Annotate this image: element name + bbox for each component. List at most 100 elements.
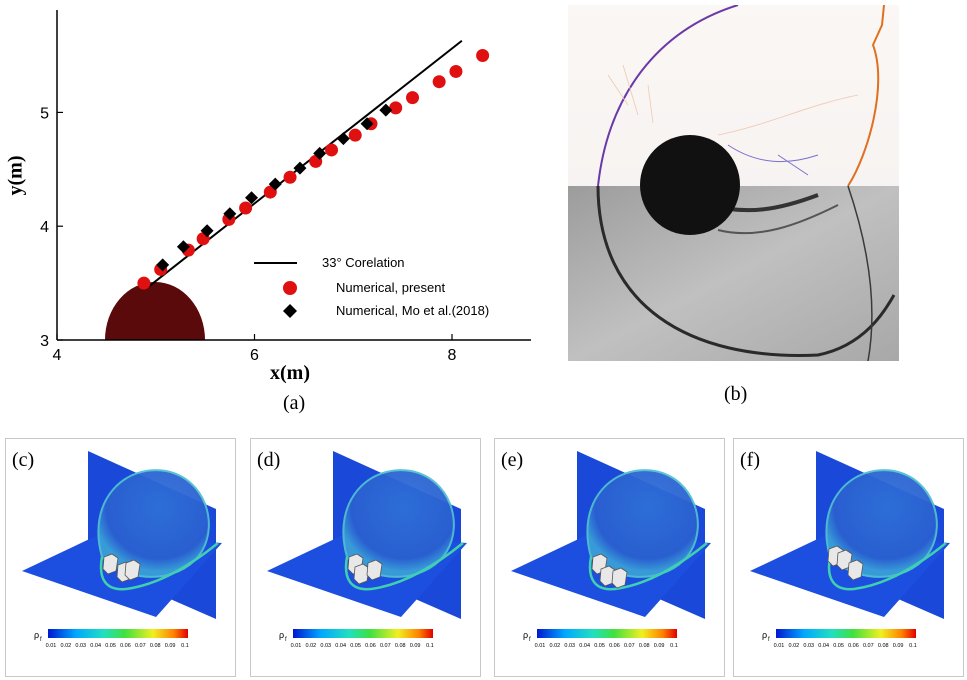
- shock-image-panel-b: [568, 5, 899, 361]
- mo-point: [245, 191, 259, 205]
- colorbar-tick-label: 0.06: [609, 643, 620, 649]
- colorbar-tick-label: 0.05: [594, 643, 605, 649]
- particle-block: [102, 553, 119, 575]
- x-tick-label: 6: [250, 347, 259, 364]
- colorbar: [537, 629, 677, 638]
- colorbar-subscript: f: [40, 637, 42, 643]
- mo-point: [336, 132, 350, 146]
- panel-label-d: (d): [257, 449, 281, 471]
- colorbar-tick-label: 0.04: [335, 643, 346, 649]
- shock-curve: [588, 542, 708, 591]
- colorbar-subscript: f: [285, 637, 287, 643]
- x-tick-label: 8: [448, 347, 457, 364]
- legend-diamond-icon: [283, 304, 297, 318]
- colorbar-subscript: f: [768, 637, 770, 643]
- y-axis-title: y(m): [4, 155, 27, 196]
- panel-label-e: (e): [501, 449, 524, 471]
- colorbar-tick-label: 0.05: [833, 643, 844, 649]
- colorbar-tick-label: 0.06: [848, 643, 859, 649]
- y-tick-label: 4: [40, 219, 49, 236]
- colorbar: [293, 629, 433, 638]
- y-tick-label: 3: [40, 333, 49, 350]
- y-tick-label: 5: [40, 105, 49, 122]
- colorbar-subscript: f: [529, 637, 531, 643]
- colorbar-symbol: ρ: [34, 630, 39, 640]
- legend-label-present: Numerical, present: [336, 280, 446, 295]
- colorbar-tick-label: 0.02: [789, 643, 800, 649]
- mo-point: [200, 224, 214, 238]
- particle-block: [847, 559, 864, 581]
- x-axis-title: x(m): [270, 362, 310, 384]
- cylinder-shape: [105, 282, 205, 340]
- mo-point: [360, 117, 374, 131]
- colorbar-tick-label: 0.04: [90, 643, 101, 649]
- colorbar: [776, 629, 916, 638]
- colorbar-tick-label: 0.03: [564, 643, 575, 649]
- shock-curve: [344, 542, 464, 591]
- panel-label-f: (f): [740, 449, 760, 471]
- mo-point: [379, 103, 393, 117]
- present-point: [432, 75, 446, 89]
- colorbar-tick-label: 0.01: [291, 643, 302, 649]
- colorbar-tick-label: 0.02: [550, 643, 561, 649]
- colorbar-tick-label: 0.06: [120, 643, 131, 649]
- colorbar-tick-label: 0.04: [818, 643, 829, 649]
- present-point: [325, 143, 339, 157]
- colorbar-symbol: ρ: [762, 630, 767, 640]
- present-point: [449, 64, 463, 78]
- simulation-frame-d: (d) ρ f 0.01 0.02 0.03 0.04 0.05 0.06 0.07 0.08 0.…: [250, 438, 481, 677]
- mo-point: [176, 240, 190, 254]
- colorbar-symbol: ρ: [523, 630, 528, 640]
- shock-dome: [586, 469, 699, 578]
- colorbar-tick-label: 0.03: [803, 643, 814, 649]
- correlation-line: [145, 39, 463, 290]
- colorbar-tick-label: 0.03: [75, 643, 86, 649]
- colorbar-tick-label: 0.02: [61, 643, 72, 649]
- colorbar-tick-label: 0.07: [380, 643, 391, 649]
- legend: 33° Corelation Numerical, present Numeri…: [252, 254, 522, 324]
- simulation-frame-c: (c) ρ f 0.01 0.02 0.03 0.04 0.05 0.06 0.07 0.08 0.…: [5, 438, 236, 677]
- simulation-frame-e: (e) ρ f 0.01 0.02 0.03 0.04 0.05 0.06 0.07 0.08 0.…: [494, 438, 725, 677]
- colorbar-tick-label: 0.06: [365, 643, 376, 649]
- simulation-half: [568, 5, 899, 186]
- colorbar: [48, 629, 188, 638]
- legend-label-mo: Numerical, Mo et al.(2018): [336, 303, 490, 318]
- particle-block: [611, 567, 628, 589]
- panel-label-a: (a): [283, 392, 306, 414]
- colorbar-tick-label: 0.09: [654, 643, 665, 649]
- present-point: [389, 101, 403, 115]
- shock-curve: [827, 542, 947, 591]
- panel-label-c: (c): [12, 449, 35, 471]
- colorbar-tick-label: 0.02: [306, 643, 317, 649]
- legend-label-correlation: 33° Corelation: [322, 255, 405, 270]
- present-point: [283, 170, 297, 184]
- mo-point: [223, 207, 237, 221]
- bow-shock-purple: [597, 5, 739, 187]
- colorbar-tick-label: 0.07: [135, 643, 146, 649]
- colorbar-tick-label: 0.08: [639, 643, 650, 649]
- colorbar-tick-label: 0.04: [579, 643, 590, 649]
- panel-label-b: (b): [724, 383, 748, 405]
- colorbar-symbol: ρ: [279, 630, 284, 640]
- colorbar-tick-label: 0.08: [150, 643, 161, 649]
- simulation-frame-f: (f) ρ f 0.01 0.02 0.03 0.04 0.05 0.06 0.07 0.08 0.…: [733, 438, 964, 677]
- colorbar-tick-label: 0.01: [774, 643, 785, 649]
- shock-dome: [825, 469, 938, 578]
- legend-circle-icon: [283, 281, 297, 295]
- colorbar-tick-label: 0.01: [46, 643, 57, 649]
- present-point: [137, 276, 151, 290]
- colorbar-tick-label: 0.1: [181, 643, 189, 649]
- colorbar-tick-label: 0.08: [878, 643, 889, 649]
- present-point: [406, 91, 419, 105]
- colorbar-tick-label: 0.07: [863, 643, 874, 649]
- colorbar-tick-label: 0.1: [426, 643, 434, 649]
- mo-point: [313, 146, 327, 160]
- colorbar-tick-label: 0.09: [165, 643, 176, 649]
- photograph-half: [568, 186, 899, 361]
- colorbar-tick-label: 0.09: [410, 643, 421, 649]
- shock-dome: [342, 469, 455, 578]
- shock-curve: [99, 542, 219, 591]
- shock-orange: [847, 5, 885, 187]
- colorbar-tick-label: 0.07: [624, 643, 635, 649]
